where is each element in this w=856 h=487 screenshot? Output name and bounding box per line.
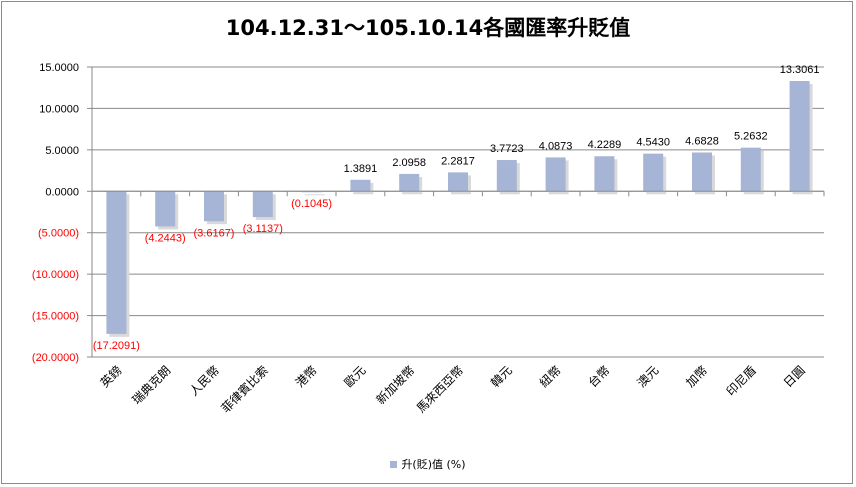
data-label: 13.3061 [780, 64, 820, 76]
data-label: 4.0873 [539, 140, 573, 152]
x-tick-label: 紐幣 [537, 363, 564, 390]
data-label: 5.2632 [734, 131, 768, 143]
bar [155, 191, 176, 227]
data-label: (3.1137) [243, 223, 283, 235]
y-tick-label: (10.0000) [32, 269, 79, 281]
legend-swatch [390, 461, 398, 468]
bar [448, 172, 468, 192]
data-label: 2.2817 [441, 155, 475, 167]
x-tick-label: 新加坡幣 [373, 363, 418, 408]
y-tick-label: 15.0000 [39, 62, 79, 74]
x-tick-label: 瑞典克朗 [129, 363, 173, 407]
data-label: 4.6828 [685, 135, 719, 147]
bar [496, 160, 517, 192]
data-label: 4.5430 [636, 137, 670, 149]
y-tick-label: 5.0000 [45, 145, 79, 157]
x-tick-label: 印尼盾 [724, 363, 759, 398]
data-label: 1.3891 [344, 163, 378, 175]
x-tick-label: 馬來西亞幣 [414, 363, 466, 415]
data-label: (4.2443) [145, 232, 186, 244]
x-tick-label: 港幣 [293, 363, 320, 390]
x-tick-label: 歐元 [341, 363, 369, 391]
x-tick-label: 日圓 [781, 363, 808, 390]
data-label: (3.6167) [194, 227, 235, 239]
bar-shadow [304, 194, 325, 196]
bar [350, 179, 371, 192]
y-tick-label: (20.0000) [32, 352, 79, 364]
bar [106, 191, 127, 334]
bar [789, 81, 810, 192]
bar [545, 157, 566, 192]
chart-title: 104.12.31～105.10.14各國匯率升貶值 [225, 16, 631, 40]
x-tick-label: 人民幣 [187, 363, 222, 398]
bar [692, 152, 712, 192]
x-tick-label: 澳元 [634, 363, 661, 390]
data-label: 4.2289 [588, 139, 622, 151]
bar [204, 191, 224, 222]
x-tick-label: 英鎊 [97, 363, 125, 391]
data-label: 3.7723 [490, 143, 524, 155]
y-tick-label: (15.0000) [32, 311, 79, 323]
bar [252, 191, 273, 218]
x-tick-label: 菲律賓比索 [218, 363, 271, 416]
y-tick-label: 0.0000 [45, 186, 79, 198]
legend: 升(貶)值 (%) [0, 456, 856, 472]
bar [399, 173, 420, 192]
legend-label: 升(貶)值 (%) [401, 458, 466, 471]
bar [594, 156, 615, 192]
y-tick-label: 10.0000 [39, 103, 79, 115]
bar [643, 153, 664, 192]
data-label: (17.2091) [93, 340, 140, 352]
data-label: 2.0958 [392, 157, 426, 169]
x-tick-label: 加幣 [683, 363, 710, 390]
x-tick-label: 韓元 [488, 363, 515, 390]
y-tick-label: (5.0000) [38, 228, 79, 240]
bar [740, 147, 761, 192]
data-label: (0.1045) [291, 198, 332, 210]
x-tick-label: 台幣 [585, 363, 613, 391]
